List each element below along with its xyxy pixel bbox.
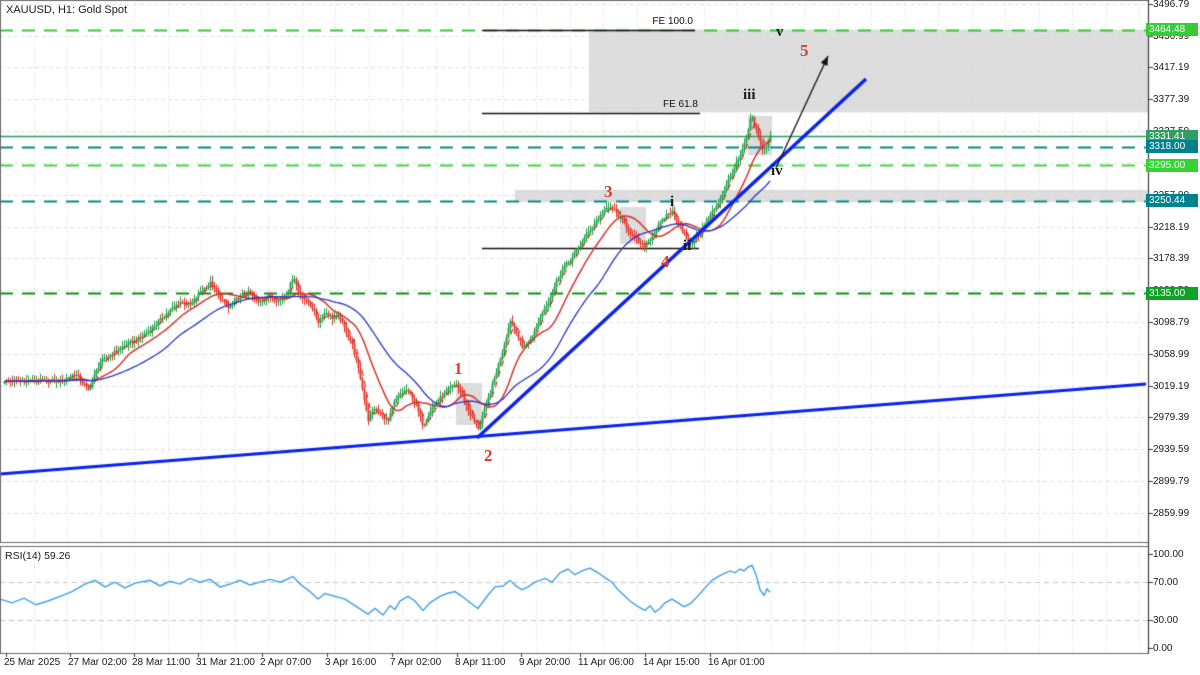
price-chart-canvas[interactable] <box>0 0 1200 675</box>
mt5-chart-window: XAUUSD, H1: Gold Spot RSI(14) 59.26 FE 1… <box>0 0 1200 675</box>
